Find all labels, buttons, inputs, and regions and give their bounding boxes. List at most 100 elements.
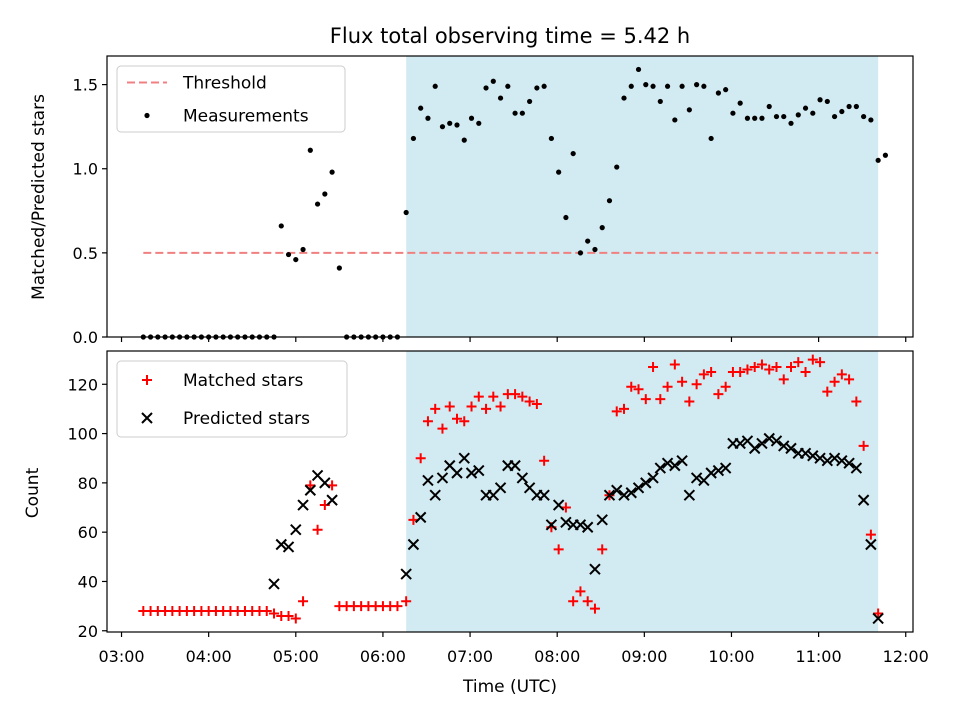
data-point — [548, 135, 554, 142]
data-point — [447, 120, 453, 126]
data-point — [821, 454, 834, 467]
x-tick-label: 12:00 — [883, 647, 929, 666]
data-point — [432, 83, 438, 89]
data-point — [647, 472, 659, 484]
data-point — [476, 120, 482, 126]
data-point — [336, 265, 342, 271]
data-point — [300, 246, 306, 253]
data-point — [715, 90, 721, 96]
data-point — [831, 113, 838, 120]
data-point — [589, 563, 601, 575]
data-point — [778, 374, 789, 385]
data-point — [676, 454, 688, 467]
data-point — [261, 606, 272, 617]
data-point — [539, 455, 550, 466]
x-tick-label: 04:00 — [186, 647, 232, 666]
data-point — [597, 544, 608, 555]
data-point — [611, 406, 622, 417]
data-point — [577, 250, 584, 256]
data-point — [858, 440, 869, 451]
data-point — [541, 83, 547, 89]
data-point — [817, 97, 823, 103]
data-point — [669, 459, 681, 472]
data-point — [785, 442, 797, 455]
data-point — [749, 362, 760, 373]
data-point — [422, 474, 434, 487]
data-point — [669, 359, 680, 370]
data-point — [422, 416, 433, 427]
data-point — [626, 381, 637, 392]
data-point — [570, 150, 576, 157]
data-point — [454, 122, 460, 128]
data-point — [439, 124, 446, 130]
data-point — [756, 359, 767, 370]
data-point — [800, 366, 811, 377]
data-point — [719, 462, 732, 474]
data-point — [756, 437, 768, 450]
data-point — [473, 464, 485, 477]
data-point — [304, 484, 317, 496]
data-point — [603, 489, 616, 501]
data-point — [568, 596, 579, 607]
legend-box — [116, 65, 346, 133]
bottom-panel: 20 40 60 80 100 120 03:00 04:00 05:00 06:00 07:00 0… — [67, 350, 929, 666]
data-point — [759, 115, 765, 121]
y-tick-label: 1.0 — [73, 160, 98, 179]
data-point — [575, 586, 586, 597]
data-point — [425, 115, 431, 121]
legend-box — [116, 360, 348, 438]
data-point — [868, 117, 874, 123]
data-point — [730, 110, 736, 116]
data-point — [771, 362, 782, 373]
data-point — [865, 529, 876, 540]
data-point — [625, 487, 637, 499]
data-point — [282, 541, 295, 553]
data-point — [708, 135, 714, 142]
data-point — [444, 401, 455, 412]
data-point — [679, 83, 685, 89]
data-point — [614, 164, 620, 170]
data-point — [556, 169, 562, 175]
data-point — [465, 467, 478, 479]
data-point — [494, 482, 507, 494]
data-point — [807, 354, 818, 365]
data-point — [408, 514, 419, 525]
y-tick-label: 60 — [78, 523, 98, 542]
data-point — [764, 364, 775, 375]
data-point — [672, 117, 678, 123]
data-point — [763, 432, 775, 445]
legend-marker — [142, 375, 152, 385]
data-point — [392, 601, 403, 612]
data-point — [857, 494, 870, 506]
data-point — [844, 374, 855, 385]
data-point — [701, 83, 707, 89]
data-point — [632, 482, 645, 494]
data-point — [752, 115, 758, 121]
data-point — [451, 467, 463, 479]
x-tick-label: 08:00 — [534, 647, 580, 666]
data-point — [662, 381, 673, 392]
data-point — [807, 450, 819, 462]
x-tick-label: 03:00 — [98, 647, 144, 666]
y-tick-label: 0.0 — [73, 328, 98, 347]
x-tick-label: 11:00 — [796, 647, 842, 666]
data-point — [843, 457, 855, 469]
data-point — [677, 376, 688, 387]
data-point — [519, 110, 525, 116]
data-point — [582, 596, 593, 607]
x-tick-label: 05:00 — [273, 647, 319, 666]
data-point — [497, 95, 504, 101]
data-point — [512, 110, 518, 116]
data-point — [640, 394, 651, 405]
x-axis-label: Time (UTC) — [462, 677, 557, 697]
axes-frame — [106, 350, 914, 633]
data-point — [322, 191, 328, 197]
data-point — [488, 391, 499, 402]
data-point — [815, 357, 826, 368]
data-point — [839, 108, 845, 115]
data-point — [531, 398, 542, 409]
data-point — [691, 379, 702, 390]
y-tick-label: 1.5 — [73, 76, 98, 95]
legend-label: Predicted stars — [183, 409, 310, 429]
